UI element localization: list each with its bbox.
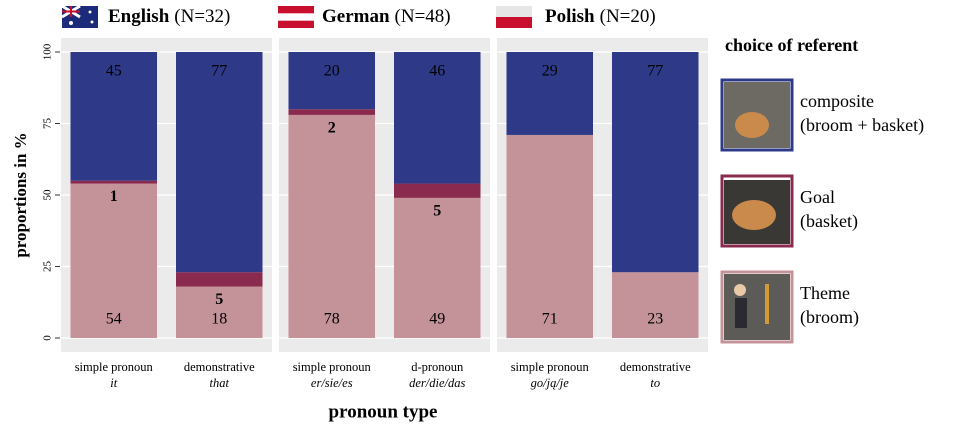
legend-label: composite [800,91,874,111]
x-tick-word: der/die/das [409,376,465,390]
data-label: 23 [647,311,663,328]
x-tick-word: er/sie/es [311,376,353,390]
data-label: 5 [433,203,441,220]
legend-label: Theme [800,283,850,303]
x-tick-word: that [210,376,230,390]
x-tick-label: d-pronoun [411,360,464,374]
x-tick-word: to [650,376,660,390]
x-axis-label: pronoun type [329,401,438,422]
bar-segment [70,183,158,338]
data-label: 71 [542,311,558,328]
bar-segment [175,52,263,273]
x-tick-label: simple pronoun [75,360,154,374]
legend-swatch [720,174,794,248]
y-tick-label: 0 [42,335,54,341]
x-tick-label: demonstrative [620,360,691,374]
data-label: 45 [106,63,122,80]
data-label: 46 [429,63,445,80]
bar-segment [506,134,594,338]
flag-poland [496,6,532,28]
bar-segment [393,197,481,338]
language: English [108,6,170,27]
bar-segment [175,272,263,287]
data-label: 29 [542,63,558,80]
legend-label: Goal [800,187,835,207]
y-tick-label: 25 [42,261,54,273]
x-tick-word: go/ją/je [531,376,570,390]
data-label: 2 [328,120,336,137]
data-label: 54 [106,311,122,328]
bar-segment [288,52,376,110]
legend-swatch [720,270,794,344]
facet-title: German (N=48) [322,6,451,27]
x-tick-word: it [110,376,117,390]
legend-pictures [724,82,790,340]
data-label: 18 [211,311,227,328]
bar-segment [288,114,376,338]
flag-australia [61,4,98,28]
data-label: 78 [324,311,340,328]
legend-title: choice of referent [725,35,858,55]
bar-segment [70,52,158,181]
bar-segment [175,286,263,338]
data-label: 77 [647,63,663,80]
sample-size: (N=20) [600,6,656,27]
facet-title: English (N=32) [108,6,230,27]
bar-segment [506,52,594,135]
data-label: 1 [110,188,118,205]
bar-segment [611,272,699,338]
data-label: 20 [324,63,340,80]
facet-title: Polish (N=20) [545,6,656,27]
y-tick-label: 50 [42,189,54,201]
bar-segment [611,52,699,273]
language: Polish [545,6,595,27]
data-label: 49 [429,311,445,328]
bar-segment [70,180,158,184]
y-axis-label: proportions in % [11,132,30,257]
bar-segment [288,109,376,115]
x-tick-label: simple pronoun [293,360,372,374]
flag-austria [278,6,314,28]
sample-size: (N=32) [174,6,230,27]
x-tick-label: demonstrative [184,360,255,374]
x-tick-label: simple pronoun [511,360,590,374]
bar-segment [393,52,481,184]
legend-detail: (broom + basket) [800,115,924,136]
y-tick-label: 75 [42,118,54,130]
data-label: 5 [215,291,223,308]
sample-size: (N=48) [395,6,451,27]
data-label: 77 [211,63,227,80]
legend-detail: (basket) [800,211,858,232]
language: German [322,6,390,27]
y-tick-label: 100 [42,43,54,60]
legend-swatch [720,78,794,152]
bar-segment [393,183,481,198]
legend-detail: (broom) [800,307,859,328]
